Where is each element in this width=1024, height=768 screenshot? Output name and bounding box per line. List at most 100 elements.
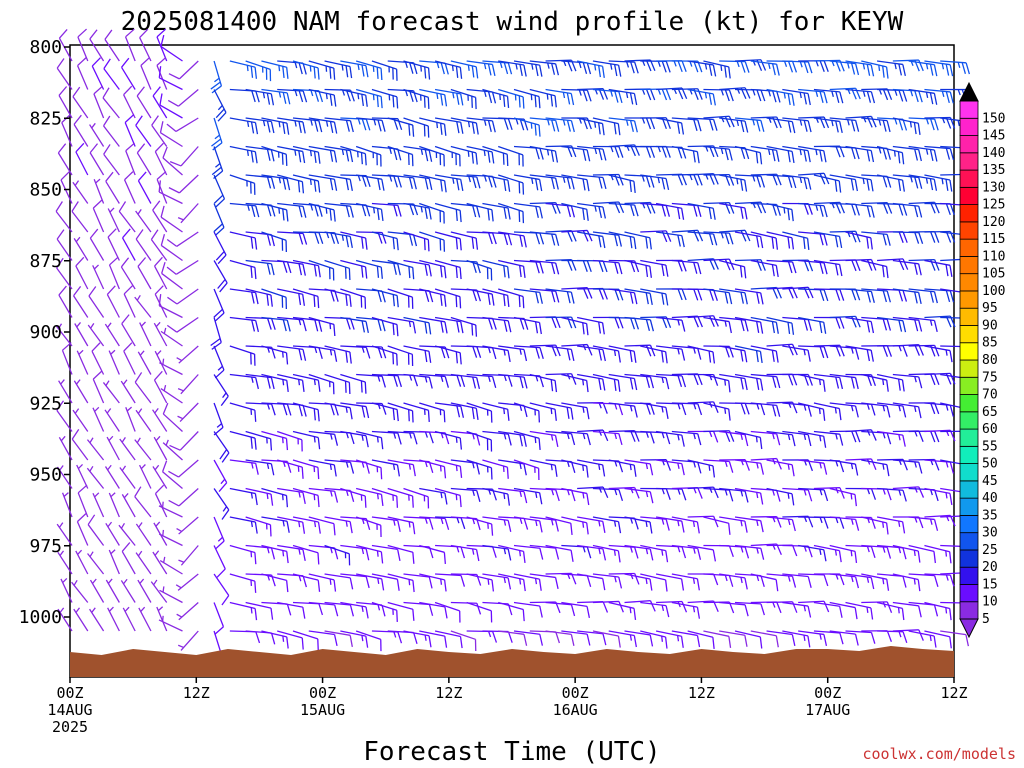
wind-barb [434, 316, 464, 334]
wind-barb [908, 402, 940, 415]
wind-barb [403, 373, 433, 389]
wind-barb [655, 573, 685, 591]
wind-barb [229, 60, 258, 79]
wind-barb [545, 630, 575, 646]
wind-barb [371, 373, 403, 388]
wind-barb [340, 430, 369, 448]
wind-barb [75, 142, 89, 176]
wind-barb [577, 202, 607, 219]
wind-barb [482, 60, 513, 75]
wind-barb [656, 600, 688, 613]
wind-barb [750, 259, 779, 278]
wind-barb [766, 343, 798, 356]
y-tick-label: 850 [29, 180, 62, 201]
wind-barb [545, 288, 575, 304]
wind-barb [213, 573, 230, 606]
wind-barb [403, 573, 433, 589]
wind-barb [845, 345, 874, 362]
wind-barb [419, 117, 447, 136]
wind-barb [734, 345, 763, 364]
wind-barb [156, 171, 168, 204]
wind-barb [908, 145, 938, 162]
wind-barb [450, 430, 481, 446]
wind-barb [450, 487, 481, 502]
wind-barb [529, 231, 560, 246]
wind-barb [734, 459, 765, 475]
wind-barb [798, 202, 828, 218]
wind-barb [450, 544, 480, 562]
wind-barb [892, 573, 921, 592]
wind-barb [782, 231, 810, 250]
wind-barb [118, 522, 136, 546]
colorbar-tick-label: 55 [982, 439, 998, 454]
wind-barb [387, 373, 419, 387]
wind-barb [419, 231, 446, 252]
wind-barb [86, 437, 105, 461]
wind-barb [137, 257, 152, 290]
wind-barb [655, 117, 685, 135]
wind-barb [371, 345, 398, 366]
wind-barb [371, 573, 400, 591]
wind-barb [124, 114, 136, 147]
wind-barb [162, 146, 183, 176]
x-tick-date: 14AUG [47, 701, 92, 719]
wind-barb [104, 322, 120, 347]
wind-barb [108, 256, 120, 290]
wind-barb [211, 146, 224, 179]
colorbar-swatch [959, 480, 979, 499]
wind-barb [213, 174, 226, 208]
wind-barb [766, 630, 796, 647]
wind-barb [924, 487, 953, 506]
wind-barb [703, 487, 734, 502]
wind-barb [261, 544, 289, 564]
wind-barb [308, 630, 338, 647]
wind-barb [529, 117, 560, 132]
wind-barb [466, 402, 493, 423]
wind-barb [513, 288, 543, 304]
wind-barb [56, 257, 73, 290]
wind-barb [160, 205, 183, 233]
wind-barb [229, 459, 259, 475]
wind-barb [529, 430, 559, 447]
wind-barb [813, 88, 844, 104]
colorbar-tick-label: 25 [982, 543, 998, 558]
wind-barb [139, 28, 152, 62]
wind-barb [513, 202, 543, 219]
wind-barb [213, 459, 228, 492]
wind-barb [89, 578, 105, 603]
wind-barb [798, 145, 827, 163]
wind-barb [135, 408, 152, 432]
wind-barb [403, 316, 432, 335]
wind-barb [845, 487, 877, 500]
wind-barb [387, 459, 416, 477]
wind-barb [387, 174, 417, 190]
wind-barb [498, 117, 529, 131]
wind-barb [387, 117, 415, 137]
wind-barb [861, 231, 891, 246]
colorbar-bottom-arrow [959, 618, 979, 639]
wind-barb [734, 601, 765, 616]
wind-barb [229, 259, 257, 280]
wind-barb [324, 174, 353, 191]
wind-barb [56, 400, 73, 432]
colorbar-swatch [959, 394, 979, 413]
wind-barb [671, 544, 702, 560]
wind-barb [561, 287, 593, 299]
wind-barb [355, 202, 384, 221]
wind-barb [498, 231, 527, 248]
wind-barb [529, 174, 559, 190]
colorbar-swatch [959, 515, 979, 534]
wind-barb [813, 373, 844, 390]
chart-title: 2025081400 NAM forecast wind profile (kt… [121, 7, 904, 37]
wind-barb [108, 349, 120, 375]
wind-barb [292, 60, 320, 80]
wind-barb [371, 459, 401, 477]
wind-barb [498, 373, 528, 389]
wind-barb [211, 117, 223, 151]
wind-barb [561, 402, 590, 420]
wind-barb [371, 60, 398, 81]
wind-barb [87, 551, 105, 575]
wind-barb [845, 544, 876, 559]
colorbar-swatch [959, 532, 979, 551]
wind-barb [277, 630, 304, 650]
